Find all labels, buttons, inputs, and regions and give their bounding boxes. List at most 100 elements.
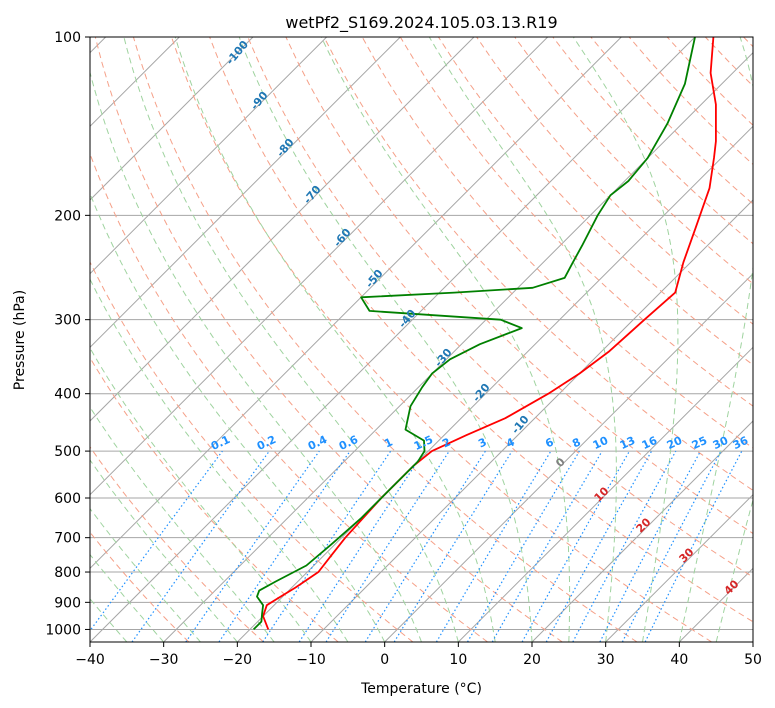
isotherm-line	[384, 272, 753, 642]
x-axis-title: Temperature (°C)	[360, 681, 482, 697]
y-axis-title: Pressure (hPa)	[12, 290, 28, 390]
mixing-ratio-label: 3	[476, 435, 488, 450]
mixing-ratio-line	[545, 450, 653, 642]
axes: −40 −30 −20 −10 0 10 20 30 40 5010020030040050060…	[45, 30, 762, 668]
dry-adiabat-line	[476, 37, 753, 325]
mixing-ratio-label: 0.6	[337, 433, 360, 453]
mixing-ratio-line	[364, 450, 486, 642]
moist-adiabat-line	[123, 37, 459, 642]
background-lines	[90, 37, 753, 642]
x-tick-label: −40	[75, 652, 105, 668]
x-tick-label: 30	[597, 652, 615, 668]
isotherm-line	[531, 420, 753, 642]
y-tick-label: 200	[54, 208, 81, 224]
dry-adiabat-line	[132, 37, 638, 642]
mixing-ratio-label: 1	[382, 435, 394, 450]
dry-adiabat-line	[90, 260, 414, 642]
mixing-ratio-label: 13	[618, 434, 637, 452]
isotherm-line	[457, 346, 753, 642]
dry-adiabat-label: -70	[301, 183, 324, 207]
mixing-ratio-line	[435, 450, 552, 642]
y-tick-label: 100	[54, 30, 81, 46]
dry-adiabat-label: -60	[331, 226, 354, 250]
dry-adiabat-line	[90, 356, 339, 642]
dry-adiabat-line	[94, 37, 563, 642]
y-tick-label: 500	[54, 444, 81, 460]
moist-adiabat-line	[572, 37, 679, 642]
mixing-ratio-label: 0.4	[306, 433, 329, 453]
mixing-ratio-line	[325, 450, 450, 642]
mixing-ratio-line	[218, 450, 351, 642]
isotherm-line	[236, 125, 753, 642]
moist-adiabat-line	[238, 37, 533, 642]
dry-adiabat-label: -30	[432, 346, 455, 370]
y-tick-label: 400	[54, 387, 81, 403]
mixing-ratio-line	[466, 450, 580, 642]
mixing-ratio-label: 8	[570, 435, 582, 450]
x-tick-label: 40	[670, 652, 688, 668]
moist-adiabat-label: 40	[722, 577, 742, 597]
mixing-ratio-line	[262, 450, 392, 642]
moist-adiabat-label: 20	[634, 515, 654, 535]
moist-adiabat-line	[90, 507, 201, 642]
x-tick-label: 50	[744, 652, 762, 668]
moist-adiabat-line	[90, 406, 275, 642]
y-tick-label: 800	[54, 565, 81, 581]
isotherm-line	[90, 37, 696, 642]
dry-adiabat-label: -10	[509, 413, 532, 437]
dry-adiabat-line	[171, 37, 712, 642]
mixing-ratio-line	[572, 450, 677, 642]
dry-adiabat-line	[743, 37, 753, 48]
mixing-ratio-line	[298, 450, 425, 642]
dry-adiabat-label: -90	[248, 89, 271, 113]
moist-adiabat-line	[90, 278, 349, 642]
dry-adiabat-line	[323, 37, 753, 491]
data-series	[252, 37, 717, 631]
mixing-ratio-line	[644, 450, 743, 642]
dry-adiabat-line	[247, 37, 753, 578]
mixing-ratio-label: 30	[711, 434, 731, 452]
mixing-ratio-line	[521, 450, 631, 642]
x-tick-label: −10	[296, 652, 326, 668]
moist-adiabat-line	[90, 70, 422, 642]
dry-adiabat-line	[209, 37, 753, 623]
x-tick-label: −20	[223, 652, 253, 668]
dry-adiabat-label: -40	[396, 307, 419, 331]
isotherm-line	[752, 641, 753, 642]
mixing-ratio-line	[90, 450, 223, 632]
mixing-ratio-label: 10	[591, 434, 611, 452]
plot-frame	[89, 36, 754, 643]
x-tick-label: −30	[149, 652, 179, 668]
isotherm-line	[90, 37, 549, 496]
dry-adiabat-label: -80	[274, 136, 297, 160]
dry-adiabat-line	[437, 37, 753, 366]
dry-adiabat-line	[90, 531, 190, 642]
x-tick-label: 10	[449, 652, 467, 668]
mixing-ratio-label: 0.1	[209, 433, 232, 453]
moist-adiabat-line	[320, 37, 571, 642]
moist-adiabat-line	[90, 459, 238, 642]
mixing-ratio-label: 0.2	[255, 433, 278, 453]
isotherm-line	[310, 199, 753, 642]
y-tick-label: 900	[54, 595, 81, 611]
y-tick-label: 1000	[45, 622, 81, 638]
mixing-ratio-label: 20	[665, 434, 685, 452]
mixing-ratio-label: 25	[690, 434, 709, 452]
isotherm-line	[90, 37, 622, 570]
dewpoint-profile	[252, 37, 696, 631]
mixing-ratio-line	[131, 450, 270, 642]
temperature-profile	[262, 37, 717, 630]
isotherm-line	[90, 37, 475, 422]
mixing-ratio-line	[185, 450, 320, 642]
moist-adiabat-line	[174, 37, 496, 642]
moist-adiabat-line	[90, 598, 128, 642]
isotherm-line	[90, 37, 254, 201]
y-tick-label: 600	[54, 491, 81, 507]
y-tick-label: 700	[54, 531, 81, 547]
dry-adiabat-label: -50	[363, 267, 386, 291]
mixing-ratio-line	[393, 450, 513, 642]
chart-title: wetPf2_S169.2024.105.03.13.R19	[285, 13, 557, 33]
isotherm-line	[90, 37, 401, 349]
moist-adiabat-line	[90, 553, 165, 642]
